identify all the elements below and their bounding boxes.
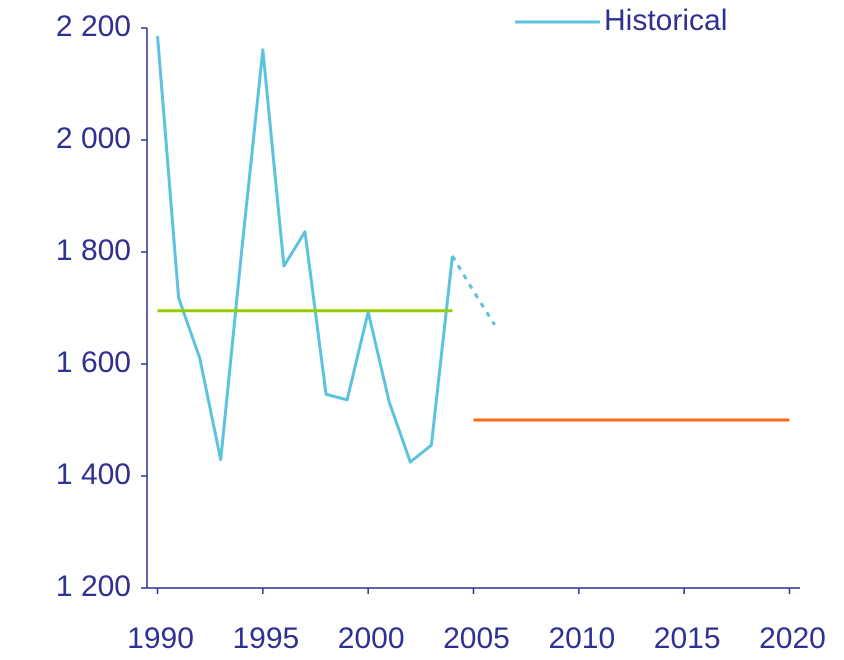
y-tick-label: 1 800	[56, 234, 131, 267]
y-tick-label: 2 000	[56, 122, 131, 155]
y-tick-label: 1 200	[56, 570, 131, 603]
x-tick-label: 2020	[759, 622, 826, 655]
x-tick-label: 2015	[654, 622, 721, 655]
x-tick-label: 2000	[338, 622, 405, 655]
y-tick-label: 1 600	[56, 346, 131, 379]
x-tick-label: 1990	[127, 622, 194, 655]
series-line	[451, 255, 496, 326]
legend-label: Historical	[604, 4, 727, 37]
x-tick-label: 2005	[443, 622, 510, 655]
series-line	[156, 35, 454, 464]
x-tick-label: 1995	[232, 622, 299, 655]
x-tick-label: 2010	[548, 622, 615, 655]
y-tick-label: 1 400	[56, 458, 131, 491]
y-tick-label: 2 200	[56, 10, 131, 43]
